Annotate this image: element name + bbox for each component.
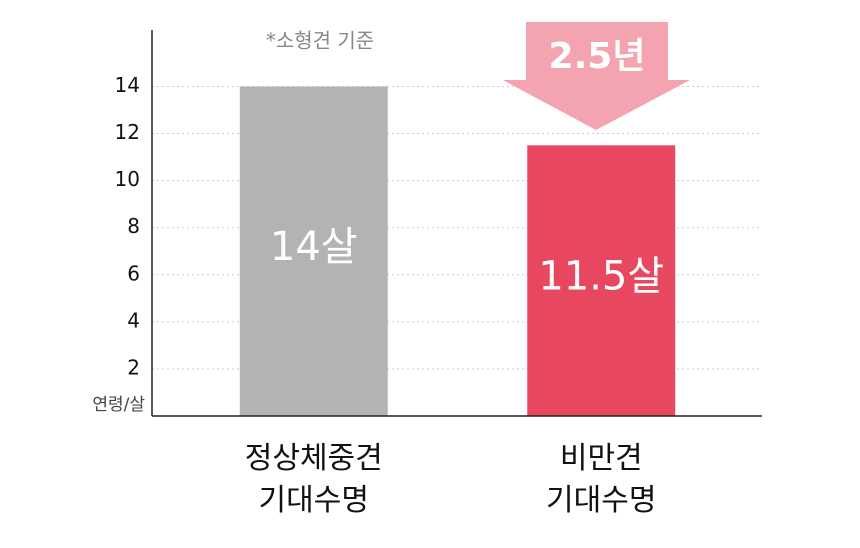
value-label: 11.5살 bbox=[538, 254, 664, 300]
value-label: 14살 bbox=[270, 224, 358, 270]
y-tick-label: 4 bbox=[127, 308, 140, 332]
y-tick-label: 14 bbox=[115, 73, 140, 97]
bar bbox=[239, 86, 388, 417]
x-tick-label: 정상체중견 기대수명 bbox=[244, 441, 383, 518]
x-tick-label: 비만견 기대수명 bbox=[546, 441, 657, 518]
difference-arrow: 2.5년 bbox=[503, 22, 690, 130]
arrow-shape bbox=[503, 22, 690, 130]
y-tick-label: 12 bbox=[115, 120, 140, 144]
y-tick-label: 8 bbox=[127, 214, 140, 238]
y-tick-label: 2 bbox=[127, 355, 140, 379]
y-axis-label: 연령/살 bbox=[92, 395, 145, 415]
y-tick-label: 10 bbox=[115, 167, 140, 191]
y-tick-label: 6 bbox=[127, 261, 140, 285]
note: *소형견 기준 bbox=[266, 29, 374, 53]
difference-label: 2.5년 bbox=[549, 36, 646, 77]
bar bbox=[527, 145, 676, 416]
